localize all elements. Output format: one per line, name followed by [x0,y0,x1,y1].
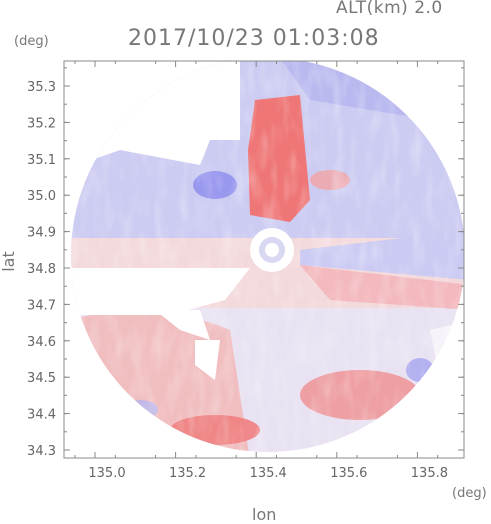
timestamp-title: 2017/10/23 01:03:08 [128,26,380,51]
y-tick-label: 35.1 [27,153,56,168]
x-tick-label: 135.2 [169,466,206,481]
x-tick-label: 135.4 [250,466,287,481]
y-tick-label: 34.7 [27,298,56,313]
radar-echo-field [71,61,464,452]
x-tick-label: 135.6 [330,466,367,481]
y-tick-label: 35.2 [27,116,56,131]
x-axis-label: lon [252,505,277,524]
axis-ticks: 135.0135.2135.4135.6135.8136.035.335.235… [27,61,464,481]
x-tick-label: 135.0 [88,466,125,481]
altitude-label: ALT(km) 2.0 [336,0,443,18]
plot-frame [63,60,465,459]
y-tick-label: 34.9 [27,226,56,241]
y-tick-label: 34.6 [27,335,56,350]
y-tick-label: 35.3 [27,80,56,95]
y-tick-label: 35.0 [27,189,56,204]
x-tick-label: 135.8 [411,466,448,481]
y-tick-label: 34.3 [27,444,56,459]
y-tick-label: 34.5 [27,371,56,386]
y-tick-label: 34.8 [27,262,56,277]
y-axis-unit: (deg) [14,34,49,49]
x-axis-unit: (deg) [452,486,487,501]
y-tick-label: 34.4 [27,408,56,423]
